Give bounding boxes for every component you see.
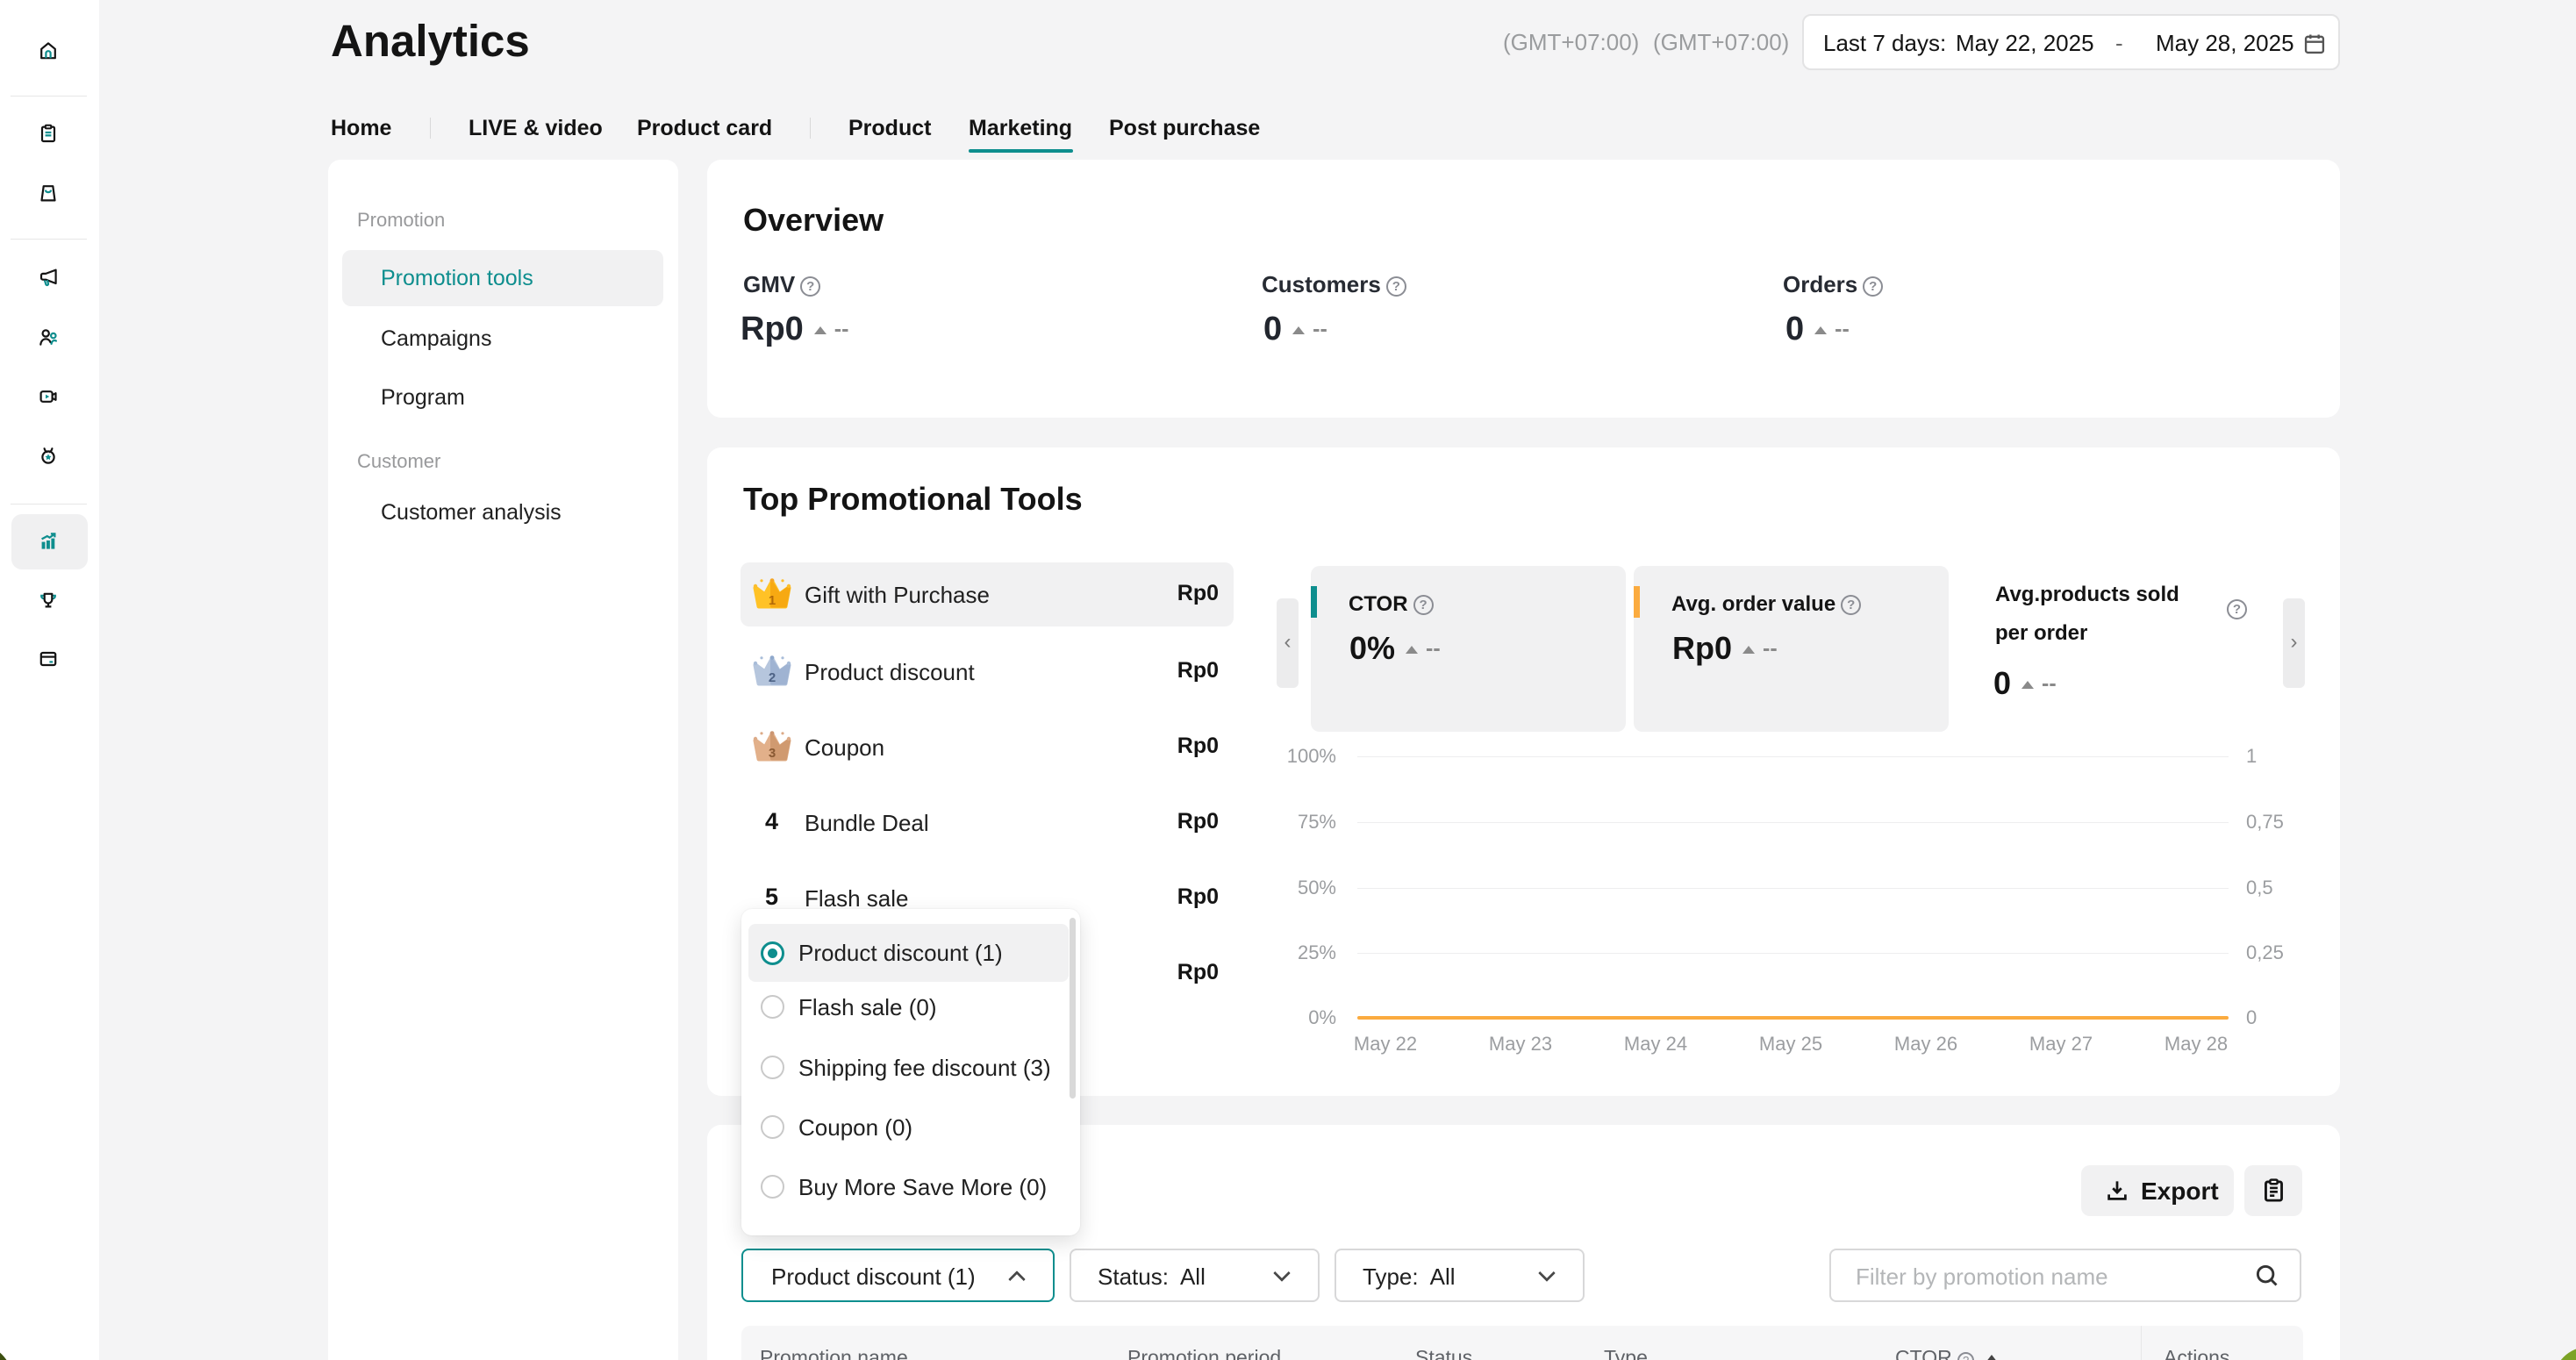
svg-text:1: 1 [769,593,776,608]
svg-text:2: 2 [769,670,776,685]
svg-text:3: 3 [769,746,776,761]
